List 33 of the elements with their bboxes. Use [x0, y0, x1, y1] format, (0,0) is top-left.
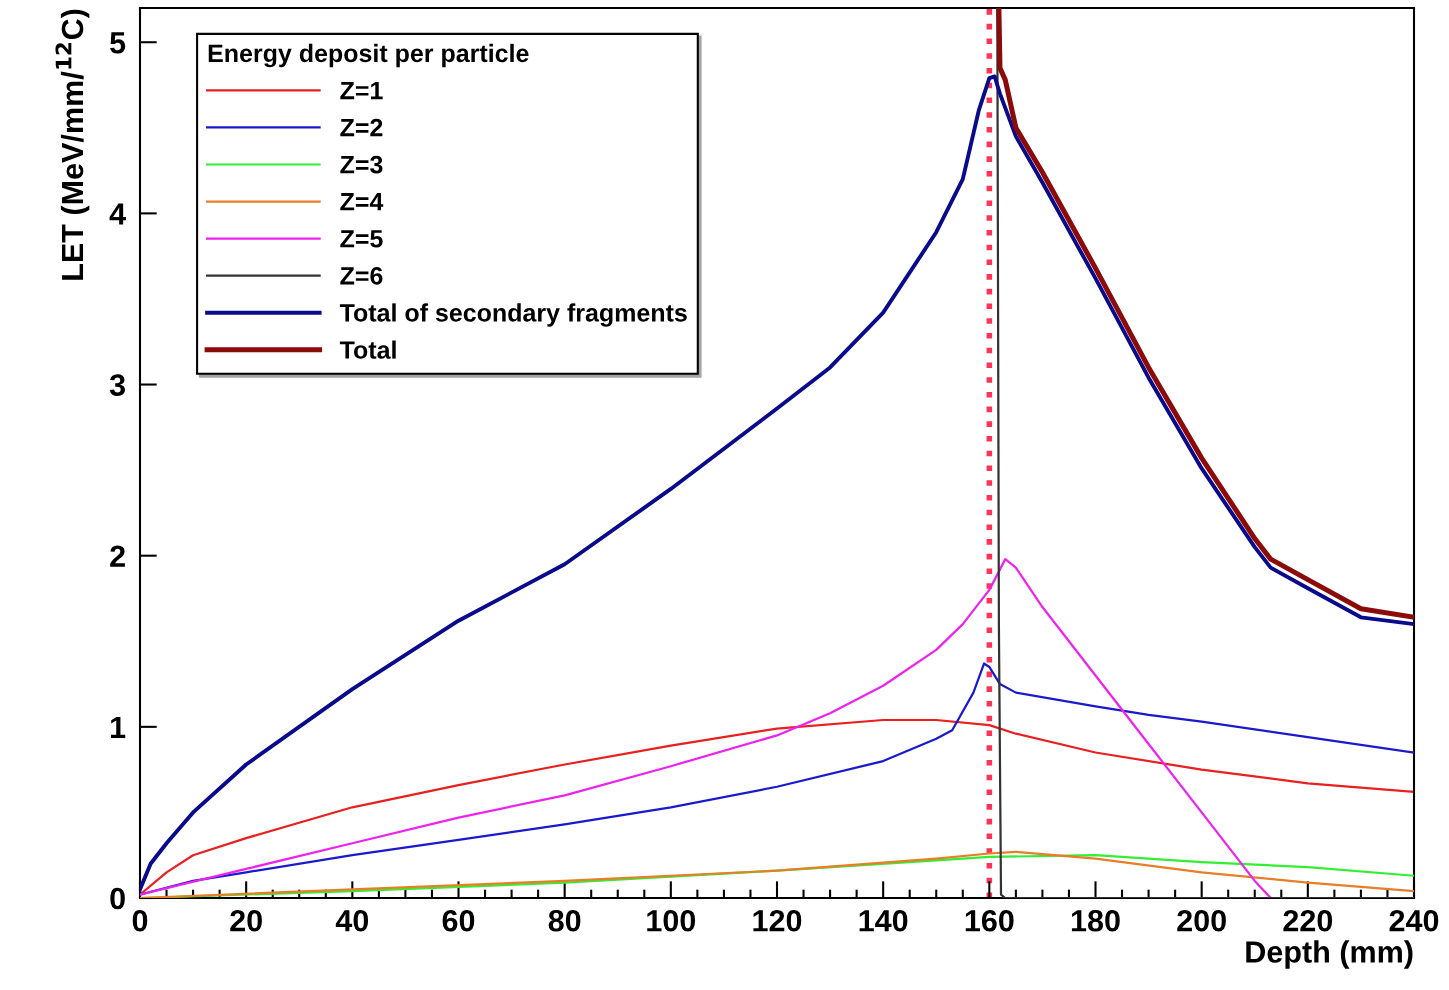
legend-label: Z=6 — [340, 266, 383, 285]
y-tick-label: 5 — [110, 32, 126, 54]
x-tick-label: 0 — [132, 909, 148, 932]
line-series — [140, 718, 1414, 896]
x-tick-label: 120 — [753, 909, 802, 932]
x-tick-label: 20 — [230, 909, 262, 932]
x-tick-label: 40 — [335, 909, 369, 932]
x-tick-label: 100 — [647, 909, 696, 932]
x-tick-label: 180 — [1071, 909, 1120, 932]
legend-label: Z=2 — [340, 118, 383, 137]
y-tick-label: 0 — [110, 887, 125, 910]
y-tick-label: 3 — [109, 374, 126, 396]
y-tick-label: 2 — [110, 545, 125, 567]
legend-title: Energy deposit per particle — [208, 43, 529, 68]
line-series — [140, 558, 1272, 898]
legend-label: Z=5 — [340, 230, 383, 248]
legend-label: Z=4 — [340, 193, 384, 211]
legend-label: Z=1 — [340, 81, 383, 100]
x-tick-label: 60 — [442, 909, 475, 932]
x-axis-title: Depth (mm) — [1246, 940, 1413, 969]
legend-label: Total — [339, 340, 396, 359]
line-series — [140, 74, 1414, 892]
x-tick-label: 220 — [1283, 909, 1333, 932]
x-tick-label: 140 — [859, 909, 908, 932]
x-tick-label: 80 — [548, 909, 581, 932]
legend-label: Z=3 — [340, 155, 383, 174]
x-tick-label: 240 — [1389, 909, 1439, 932]
legend-label: Total of secondary fragments — [339, 303, 687, 327]
y-tick-label: 4 — [109, 203, 126, 225]
y-tick-label: 1 — [111, 716, 126, 738]
y-axis-title: LET (MeV/mm/$^{12}$C) — [55, 9, 90, 280]
x-tick-label: 160 — [965, 909, 1014, 932]
x-tick-label: 200 — [1177, 909, 1226, 932]
